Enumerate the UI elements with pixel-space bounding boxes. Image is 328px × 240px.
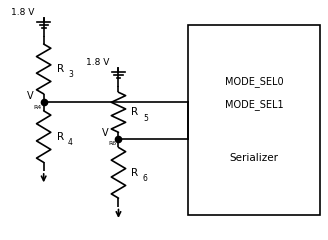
Text: 1.8 V: 1.8 V [11,8,34,17]
Text: R6: R6 [109,141,117,146]
Text: 5: 5 [143,114,148,123]
Text: 6: 6 [143,174,148,183]
Text: MODE_SEL0: MODE_SEL0 [225,77,284,88]
Text: 1.8 V: 1.8 V [86,58,109,67]
Text: MODE_SEL1: MODE_SEL1 [225,99,284,110]
Text: 3: 3 [68,70,73,79]
Text: R: R [57,64,64,74]
Text: R: R [57,132,64,142]
Text: R4: R4 [34,105,42,110]
Text: Serializer: Serializer [230,153,279,163]
Text: R: R [132,168,139,178]
Polygon shape [188,25,320,215]
Text: V: V [102,128,109,138]
Text: 4: 4 [68,138,73,147]
Text: R: R [132,107,139,117]
Text: V: V [27,91,34,101]
